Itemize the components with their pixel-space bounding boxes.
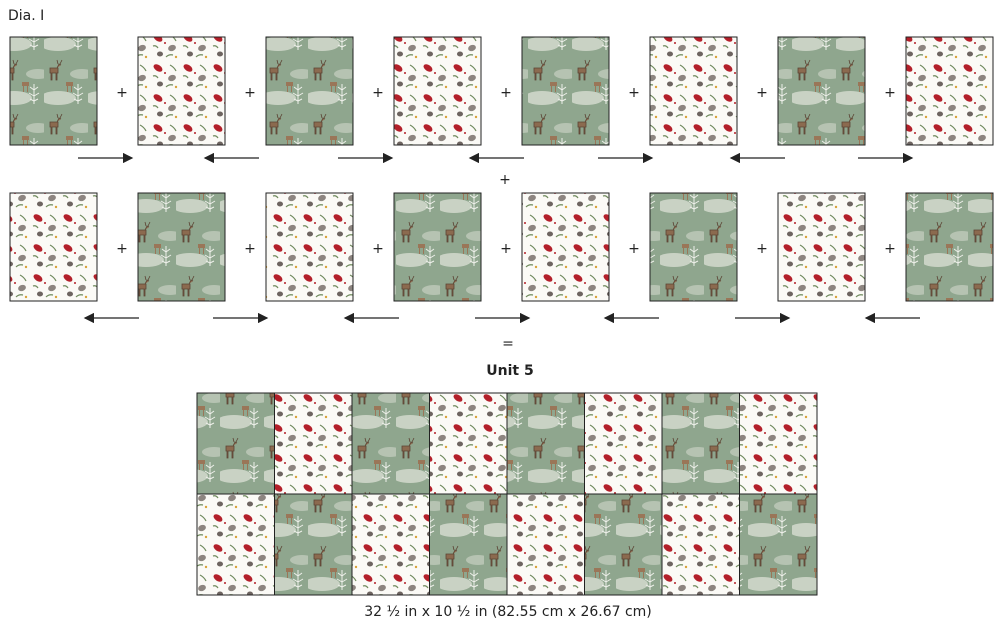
plus-sign: + (884, 241, 896, 257)
unit-square (196, 392, 275, 495)
plus-sign: + (628, 85, 640, 101)
plus-sign: + (244, 241, 256, 257)
unit-square (661, 493, 740, 596)
fabric-square (265, 192, 354, 302)
fabric-square (649, 36, 738, 146)
unit-square (661, 392, 740, 495)
plus-sign: + (500, 241, 512, 257)
unit-square (274, 392, 353, 495)
unit-title: Unit 5 (486, 363, 533, 379)
unit-dimensions: 32 ½ in x 10 ½ in (82.55 cm x 26.67 cm) (364, 604, 652, 620)
fabric-square (137, 36, 226, 146)
fabric-square (905, 36, 994, 146)
plus-sign: + (756, 241, 768, 257)
fabric-square (9, 192, 98, 302)
unit-square (584, 493, 663, 596)
unit-square (274, 493, 353, 596)
unit-square (739, 392, 818, 495)
fabric-square (137, 192, 226, 302)
plus-sign: + (116, 85, 128, 101)
fabric-square (777, 36, 866, 146)
unit-square (584, 392, 663, 495)
fabric-square (521, 36, 610, 146)
unit-square (351, 493, 430, 596)
unit-square (506, 392, 585, 495)
plus-sign: + (500, 85, 512, 101)
fabric-square (777, 192, 866, 302)
unit-square (351, 392, 430, 495)
fabric-square (265, 36, 354, 146)
unit-square (429, 493, 508, 596)
figure-label: Dia. I (8, 8, 44, 24)
fabric-square (905, 192, 994, 302)
fabric-square (393, 36, 482, 146)
plus-sign: + (244, 85, 256, 101)
plus-sign: + (372, 85, 384, 101)
plus-sign: + (756, 85, 768, 101)
unit-square (429, 392, 508, 495)
layout: + + + + + + + + + + + + + + (9, 36, 994, 596)
fabric-square (521, 192, 610, 302)
plus-sign: + (116, 241, 128, 257)
plus-sign: + (628, 241, 640, 257)
plus-sign: + (884, 85, 896, 101)
fabric-square (393, 192, 482, 302)
fabric-square (649, 192, 738, 302)
equals-sign: = (502, 336, 514, 352)
unit-square (196, 493, 275, 596)
plus-sign: + (372, 241, 384, 257)
unit-square (739, 493, 818, 596)
plus-sign: + (499, 172, 511, 188)
unit-square (506, 493, 585, 596)
fabric-square (9, 36, 98, 146)
